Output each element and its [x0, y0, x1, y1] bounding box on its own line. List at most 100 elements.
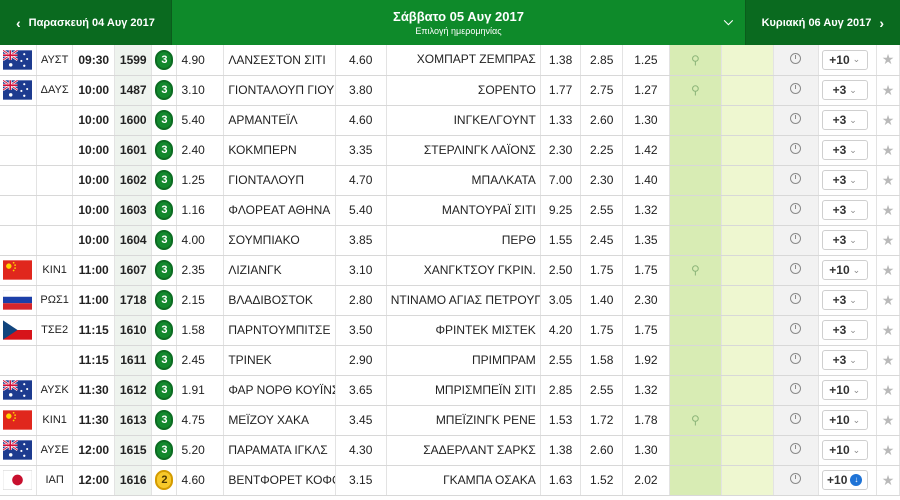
more-markets-button[interactable]: +10 ⌄ [821, 49, 868, 70]
favorite-star-icon[interactable]: ★ [876, 255, 900, 286]
favorite-star-icon[interactable]: ★ [876, 45, 900, 76]
more-markets-button[interactable]: +10 ⌄ [821, 410, 868, 430]
odd-draw[interactable]: 3.45 [335, 405, 387, 436]
clock-cell[interactable] [773, 75, 819, 106]
odd-under[interactable]: 2.45 [580, 225, 624, 256]
more-markets-button[interactable]: +3 ⌄ [821, 290, 868, 310]
odd-away-win[interactable]: 1.33 [540, 105, 582, 136]
previous-day-button[interactable]: ‹ Παρασκευή 04 Αυγ 2017 [0, 0, 172, 45]
odd-over[interactable]: 2.02 [622, 465, 670, 496]
odd-over[interactable]: 1.75 [622, 315, 670, 346]
clock-cell[interactable] [773, 255, 819, 286]
odd-under[interactable]: 2.25 [580, 135, 624, 166]
odd-under[interactable]: 2.75 [580, 75, 624, 106]
clock-cell[interactable] [773, 105, 819, 136]
odd-under[interactable]: 2.30 [580, 165, 624, 196]
odd-draw[interactable]: 2.90 [335, 345, 387, 376]
odd-away-win[interactable]: 4.20 [540, 315, 582, 346]
favorite-star-icon[interactable]: ★ [876, 285, 900, 316]
odd-draw[interactable]: 3.10 [335, 255, 387, 286]
odd-away-win[interactable]: 2.30 [540, 135, 582, 166]
odd-away-win[interactable]: 1.53 [540, 405, 582, 436]
favorite-star-icon[interactable]: ★ [876, 405, 900, 436]
clock-cell[interactable] [773, 375, 819, 406]
odd-draw[interactable]: 5.40 [335, 195, 387, 226]
odd-over[interactable]: 1.25 [622, 45, 670, 76]
odd-draw[interactable]: 3.65 [335, 375, 387, 406]
odd-over[interactable]: 1.40 [622, 165, 670, 196]
odd-home-win[interactable]: 2.35 [176, 255, 225, 286]
more-markets-button[interactable]: +10 ⌄ [821, 260, 868, 280]
odd-away-win[interactable]: 1.38 [540, 435, 582, 466]
clock-cell[interactable] [773, 315, 819, 346]
more-markets-button[interactable]: +10 ⌄ [821, 440, 868, 460]
odd-home-win[interactable]: 4.90 [176, 45, 225, 76]
more-markets-button[interactable]: +3 ⌄ [821, 110, 868, 130]
odd-draw[interactable]: 4.30 [335, 435, 387, 466]
odd-under[interactable]: 2.55 [580, 195, 624, 226]
odd-home-win[interactable]: 1.25 [176, 165, 225, 196]
clock-cell[interactable] [773, 405, 819, 436]
favorite-star-icon[interactable]: ★ [876, 105, 900, 136]
odd-home-win[interactable]: 5.20 [176, 435, 225, 466]
odd-over[interactable]: 1.32 [622, 375, 670, 406]
odd-home-win[interactable]: 1.91 [176, 375, 225, 406]
odd-home-win[interactable]: 4.75 [176, 405, 225, 436]
odd-under[interactable]: 1.52 [580, 465, 624, 496]
odd-away-win[interactable]: 1.55 [540, 225, 582, 256]
odd-under[interactable]: 2.55 [580, 375, 624, 406]
favorite-star-icon[interactable]: ★ [876, 195, 900, 226]
clock-cell[interactable] [773, 285, 819, 316]
odd-over[interactable]: 1.27 [622, 75, 670, 106]
more-markets-button[interactable]: +10 ↓ [821, 470, 868, 490]
odd-over[interactable]: 1.92 [622, 345, 670, 376]
favorite-star-icon[interactable]: ★ [876, 315, 900, 346]
clock-cell[interactable] [773, 435, 819, 466]
odd-home-win[interactable]: 3.10 [176, 75, 225, 106]
odd-home-win[interactable]: 2.40 [176, 135, 225, 166]
odd-draw[interactable]: 3.85 [335, 225, 387, 256]
odd-away-win[interactable]: 7.00 [540, 165, 582, 196]
favorite-star-icon[interactable]: ★ [876, 165, 900, 196]
favorite-star-icon[interactable]: ★ [876, 435, 900, 466]
odd-under[interactable]: 2.60 [580, 435, 624, 466]
more-markets-button[interactable]: +3 ⌄ [821, 320, 868, 340]
more-markets-button[interactable]: +3 ⌄ [821, 230, 868, 250]
odd-home-win[interactable]: 4.60 [176, 465, 225, 496]
favorite-star-icon[interactable]: ★ [876, 375, 900, 406]
more-markets-button[interactable]: +3 ⌄ [821, 200, 868, 220]
odd-under[interactable]: 1.40 [580, 285, 624, 316]
odd-over[interactable]: 1.30 [622, 105, 670, 136]
favorite-star-icon[interactable]: ★ [876, 465, 900, 496]
odd-draw[interactable]: 4.70 [335, 165, 387, 196]
odd-under[interactable]: 2.60 [580, 105, 624, 136]
odd-over[interactable]: 2.30 [622, 285, 670, 316]
odd-over[interactable]: 1.32 [622, 195, 670, 226]
odd-away-win[interactable]: 2.50 [540, 255, 582, 286]
odd-draw[interactable]: 3.80 [335, 75, 387, 106]
clock-cell[interactable] [773, 195, 819, 226]
more-markets-button[interactable]: +10 ⌄ [821, 380, 868, 400]
odd-away-win[interactable]: 3.05 [540, 285, 582, 316]
odd-over[interactable]: 1.35 [622, 225, 670, 256]
odd-home-win[interactable]: 1.16 [176, 195, 225, 226]
more-markets-button[interactable]: +3 ⌄ [821, 80, 868, 100]
odd-draw[interactable]: 4.60 [335, 45, 387, 76]
odd-over[interactable]: 1.30 [622, 435, 670, 466]
odd-under[interactable]: 2.85 [580, 45, 624, 76]
clock-cell[interactable] [773, 135, 819, 166]
odd-under[interactable]: 1.75 [580, 315, 624, 346]
odd-over[interactable]: 1.75 [622, 255, 670, 286]
favorite-star-icon[interactable]: ★ [876, 225, 900, 256]
clock-cell[interactable] [773, 45, 819, 76]
more-markets-button[interactable]: +3 ⌄ [821, 140, 868, 160]
odd-over[interactable]: 1.42 [622, 135, 670, 166]
odd-away-win[interactable]: 9.25 [540, 195, 582, 226]
odd-home-win[interactable]: 4.00 [176, 225, 225, 256]
odd-home-win[interactable]: 2.45 [176, 345, 225, 376]
odd-under[interactable]: 1.58 [580, 345, 624, 376]
favorite-star-icon[interactable]: ★ [876, 345, 900, 376]
odd-away-win[interactable]: 1.77 [540, 75, 582, 106]
odd-away-win[interactable]: 1.63 [540, 465, 582, 496]
clock-cell[interactable] [773, 165, 819, 196]
